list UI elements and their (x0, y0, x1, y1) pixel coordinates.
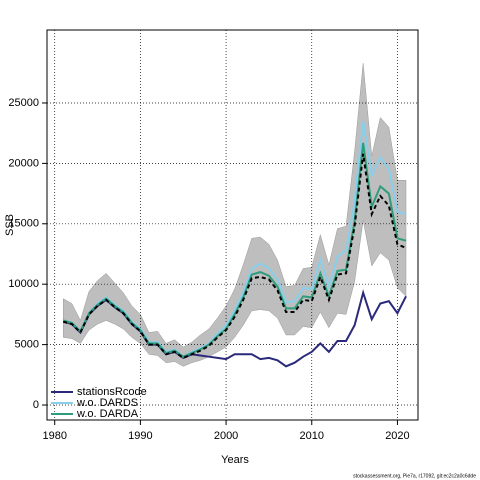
series-line (63, 153, 407, 360)
plot-frame (46, 29, 419, 421)
x-tick-label: 1990 (128, 430, 152, 442)
x-tick-label: 2010 (300, 430, 324, 442)
y-tick-label: 20000 (8, 157, 39, 169)
y-tick-label: 10000 (8, 278, 39, 290)
y-axis-label: SSB (4, 214, 16, 236)
x-tick-label: 2000 (214, 430, 238, 442)
y-tick-label: 0 (33, 399, 39, 411)
y-tick-label: 25000 (8, 97, 39, 109)
footer: stockassessment.org, Pie7a, r17092, git:… (353, 473, 476, 479)
y-tick-label: 5000 (15, 339, 39, 351)
y-tick-label: 15000 (8, 218, 39, 230)
x-axis-label: Years (221, 454, 249, 466)
legend-label: w.o. DARDA (76, 408, 139, 420)
legend-label: stationsRcode (77, 386, 147, 398)
x-tick-label: 2020 (385, 430, 409, 442)
x-tick-label: 1980 (42, 430, 66, 442)
legend-label: w.o. DARDS (76, 397, 138, 409)
